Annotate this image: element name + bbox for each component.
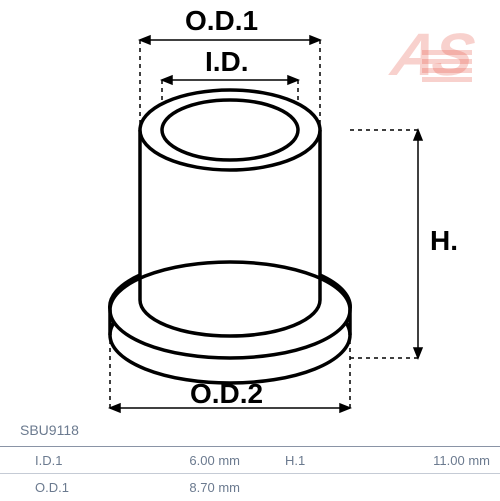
label-h: H. [430, 225, 458, 257]
spec-value: 11.00 mm [330, 453, 500, 468]
label-od2: O.D.2 [190, 378, 263, 410]
spec-label: O.D.1 [0, 480, 80, 495]
technical-drawing [0, 0, 500, 430]
spec-row-1: I.D.1 6.00 mm H.1 11.00 mm [0, 447, 500, 474]
label-od1: O.D.1 [185, 5, 258, 37]
label-id: I.D. [205, 46, 249, 78]
spec-row-2: O.D.1 8.70 mm [0, 474, 500, 501]
spec-label: I.D.1 [0, 453, 80, 468]
spec-label: H.1 [250, 453, 330, 468]
spec-value: 8.70 mm [80, 480, 250, 495]
spec-table: I.D.1 6.00 mm H.1 11.00 mm O.D.1 8.70 mm [0, 446, 500, 500]
diagram-area: AS [0, 0, 500, 430]
spec-value: 6.00 mm [80, 453, 250, 468]
